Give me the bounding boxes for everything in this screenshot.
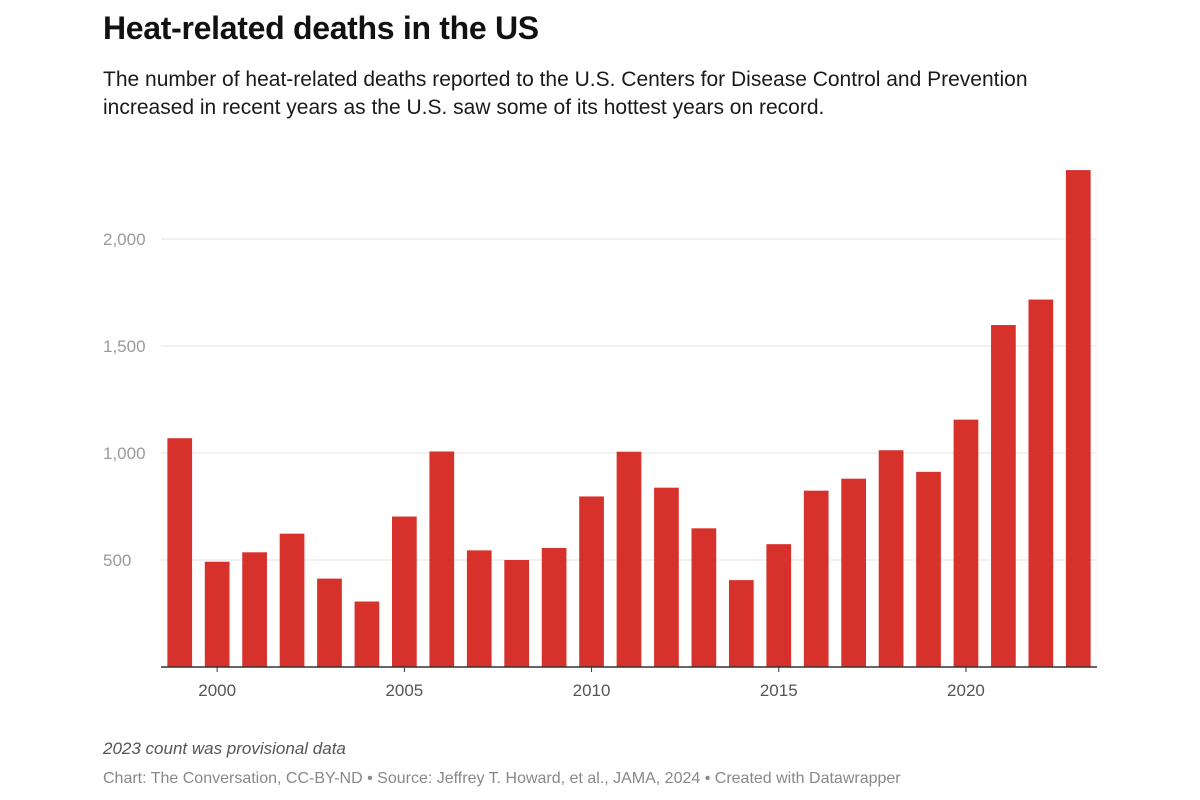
bars xyxy=(167,170,1091,668)
bar-2002 xyxy=(279,533,305,667)
chart-note: 2023 count was provisional data xyxy=(103,739,346,758)
axes: 500 1,000 1,500 2,000 2000 2005 2010 2015 2020 xyxy=(103,230,1097,700)
bar-2017 xyxy=(841,478,866,667)
x-tick-label: 2005 xyxy=(385,681,423,700)
bar-2013 xyxy=(691,528,717,667)
chart-subtitle: The number of heat-related deaths report… xyxy=(103,68,1028,119)
bar-2023 xyxy=(1065,170,1091,668)
bar-2018 xyxy=(878,450,904,667)
x-tick-label: 2000 xyxy=(198,681,236,700)
bar-1999 xyxy=(167,438,193,667)
bar-2014 xyxy=(728,580,754,667)
bar-2000 xyxy=(204,561,230,667)
bar-2001 xyxy=(242,552,267,667)
bar-2010 xyxy=(579,496,604,667)
bar-2011 xyxy=(616,451,642,667)
y-tick-label: 1,000 xyxy=(103,444,146,463)
bar-2009 xyxy=(541,548,567,667)
bar-2007 xyxy=(466,550,492,667)
bar-2021 xyxy=(991,325,1016,667)
chart-source-credit: Chart: The Conversation, CC-BY-ND • Sour… xyxy=(103,770,901,787)
bar-2005 xyxy=(392,516,417,667)
x-tick-label: 2015 xyxy=(760,681,798,700)
bar-2019 xyxy=(916,471,941,667)
bar-2015 xyxy=(766,544,792,667)
bar-2008 xyxy=(504,560,530,667)
bar-2016 xyxy=(803,490,829,667)
chart-title: Heat-related deaths in the US xyxy=(103,10,539,46)
bar-2003 xyxy=(317,578,342,667)
x-tick-label: 2010 xyxy=(573,681,611,700)
y-tick-label: 500 xyxy=(103,551,131,570)
y-tick-label: 2,000 xyxy=(103,230,146,249)
bar-2006 xyxy=(429,451,455,667)
y-tick-label: 1,500 xyxy=(103,337,146,356)
bar-2004 xyxy=(354,601,380,667)
bar-2022 xyxy=(1028,299,1054,667)
bar-2012 xyxy=(654,487,679,667)
bar-2020 xyxy=(953,419,979,667)
x-tick-label: 2020 xyxy=(947,681,985,700)
